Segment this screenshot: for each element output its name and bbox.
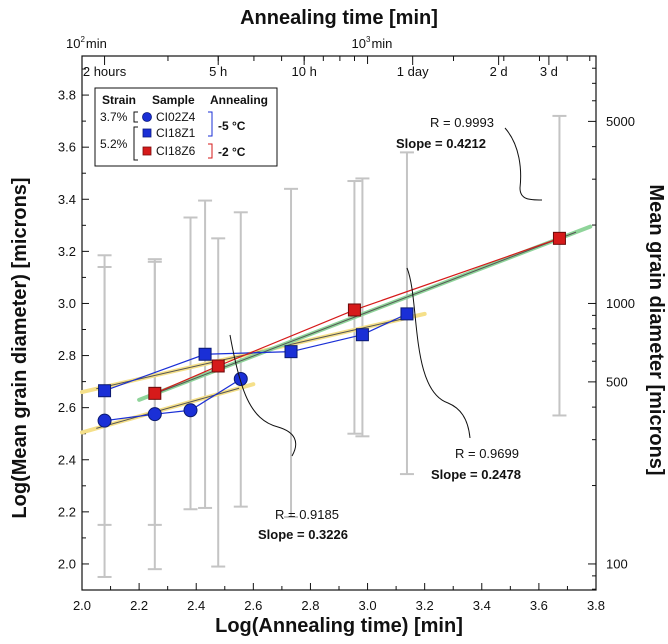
slope-value-cl02z4: Slope = 0.3226 [258,527,348,542]
point-ci02z4 [183,403,198,418]
point-ci18z1 [355,328,369,342]
legend-strain-1: 3.7% [100,110,128,124]
point-ci18z1 [400,307,414,321]
legend-temp-2: -2 °C [218,145,246,159]
time-tick-label: 3 d [540,64,558,79]
x-tick-label: 3.2 [416,598,434,613]
right-tick-label: 100 [606,556,628,571]
right-tick-label: 1000 [606,296,635,311]
legend-temp-bracket-1 [208,111,213,137]
y-tick-label: 2.0 [58,556,76,571]
x-tick-label: 3.8 [587,598,605,613]
legend-label-cl18z1: CI18Z1 [156,126,196,140]
fit-lines [80,224,593,435]
y-tick-label: 2.2 [58,504,76,519]
right-tick-label: 500 [606,374,628,389]
legend-temp-1: -5 °C [218,119,246,133]
y-axis-title: Log(Mean grain diameter) [microns] [9,177,31,518]
legend-strain-bracket-1 [133,111,138,123]
slope-value-cl18z6: Slope = 0.4212 [396,136,486,151]
legend-header-sample: Sample [152,93,195,107]
legend-marker-cl02z4 [142,112,152,122]
time-tick-label: 2 d [490,64,508,79]
right-tick-label: 5000 [606,114,635,129]
point-ci02z4 [233,372,248,387]
leader-cl02z4 [229,334,297,457]
legend-label-cl18z6: CI18Z6 [156,144,196,158]
x-tick-label: 3.0 [359,598,377,613]
x-tick-label: 2.6 [244,598,262,613]
leader-cl18z6 [504,127,543,201]
point-ci18z1 [198,347,212,361]
x-tick-label: 2.0 [73,598,91,613]
connector-ci02z4 [104,378,242,422]
x-tick-label: 2.4 [187,598,205,613]
legend: Strain Sample Annealing 3.7% 5.2% CI02Z4… [94,87,278,167]
point-ci18z1 [284,345,298,359]
time-tick-label: 2 hours [83,64,127,79]
axis-ticks: 2.0 2.2 2.4 2.6 2.8 3.0 3.2 3.4 3.6 3.8 2.0 2.2 2.4 2… [58,35,635,613]
x-tick-label: 2.8 [301,598,319,613]
y-tick-label: 2.6 [58,400,76,415]
top-tick-label: 102min [66,35,107,51]
y-tick-label: 2.8 [58,348,76,363]
connector-ci18z6 [154,237,560,394]
legend-strain-bracket-2 [133,126,138,161]
x-tick-label: 2.2 [130,598,148,613]
point-ci02z4 [147,407,162,422]
time-tick-label: 10 h [292,64,317,79]
point-ci02z4 [97,413,112,428]
y-tick-label: 3.6 [58,140,76,155]
legend-frame [94,87,278,167]
point-ci18z1 [98,384,112,398]
data-points [97,231,566,428]
legend-header-strain: Strain [102,93,136,107]
time-tick-label: 5 h [209,64,227,79]
point-ci18z6 [148,386,162,400]
legend-label-cl02z4: CI02Z4 [156,110,196,124]
time-tick-label: 1 day [397,64,429,79]
r-value-cl18z6: R = 0.9993 [430,115,494,130]
top-tick-label: 103min [352,35,393,51]
x-tick-label: 3.4 [473,598,491,613]
legend-header-annealing: Annealing [210,93,268,107]
point-ci18z6 [552,231,566,245]
x-axis-title: Log(Annealing time) [min] [215,615,463,637]
legend-marker-cl18z1 [142,128,152,138]
point-ci18z6 [211,359,225,373]
r-value-cl02z4: R = 0.9185 [275,507,339,522]
legend-temp-bracket-2 [208,143,213,159]
slope-value-cl18z1: Slope = 0.2478 [431,467,521,482]
x-tick-label: 3.6 [530,598,548,613]
legend-strain-2: 5.2% [100,137,128,151]
y-tick-label: 3.0 [58,296,76,311]
y-tick-label: 3.2 [58,244,76,259]
y-tick-label: 3.8 [58,88,76,103]
y-tick-label: 3.4 [58,192,76,207]
r-value-cl18z1: R = 0.9699 [455,446,519,461]
leader-cl18z1 [406,267,471,439]
point-ci18z6 [347,303,361,317]
annotation-leaders [229,127,543,457]
legend-marker-cl18z6 [142,146,152,156]
right-axis-title: Mean grain diameter [microns] [645,184,667,475]
top-axis-title: Annealing time [min] [240,7,438,29]
y-tick-label: 2.4 [58,452,76,467]
